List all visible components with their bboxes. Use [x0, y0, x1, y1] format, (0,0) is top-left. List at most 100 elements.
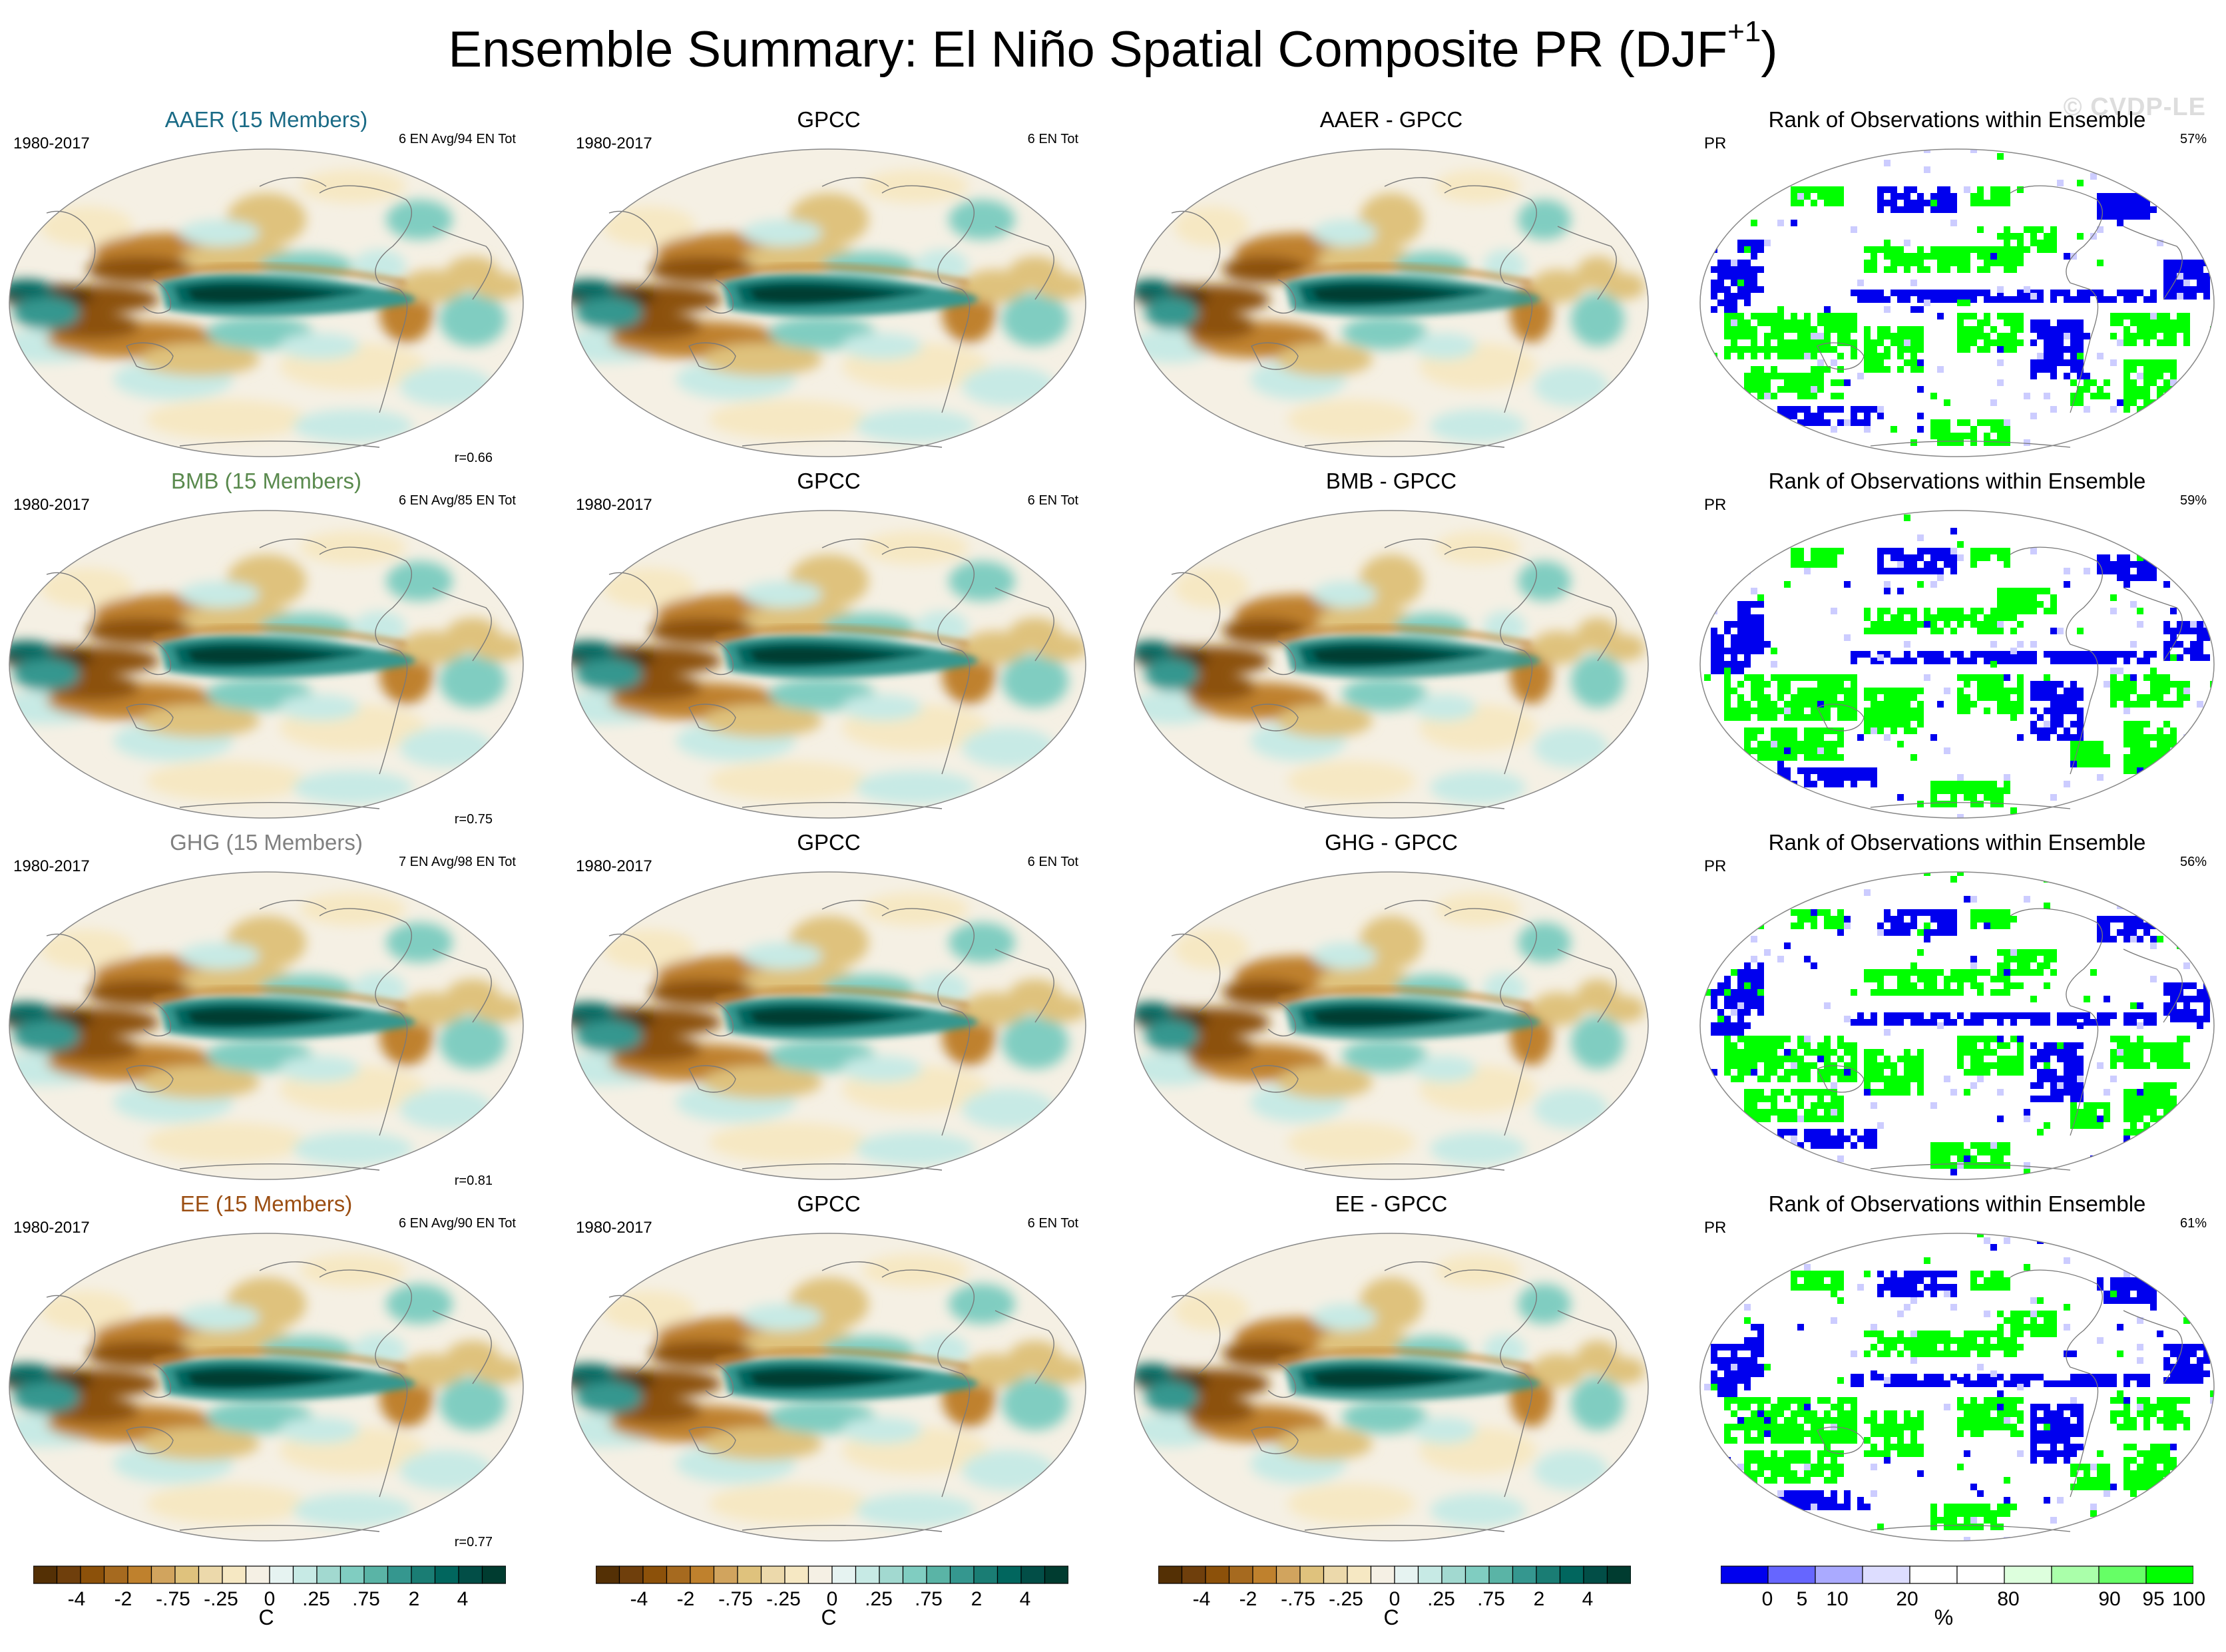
colorbar-tick-label: -.25	[1329, 1588, 1363, 1610]
coastlines	[608, 900, 1054, 1171]
colorbar-unit: C	[1383, 1605, 1399, 1629]
colorbar-swatch	[737, 1565, 762, 1584]
colorbar-swatch	[174, 1565, 200, 1584]
colorbar-tick-label: 0	[264, 1588, 276, 1610]
anomaly-field	[1134, 872, 1648, 1179]
colorbar-swatch	[1720, 1565, 1769, 1584]
panel-obs-row-2: GPCC 1980-2017 6 EN Tot	[562, 468, 1095, 827]
colorbar-swatch	[2051, 1565, 2100, 1584]
panel-diff-row-2: BMB - GPCC	[1125, 468, 1658, 827]
colorbar-precip-1: -4 -2 -.75 -.25 0 .25 .75 2 4 C	[33, 1565, 507, 1645]
panel-model-row-3: GHG (15 Members) 1980-2017 7 EN Avg/98 EN …	[0, 829, 533, 1189]
anomaly-field	[9, 1233, 523, 1541]
event-count-label: 6 EN Tot	[1027, 493, 1078, 508]
pattern-correlation-label: r=0.81	[454, 1173, 493, 1188]
anomaly-map	[9, 871, 524, 1180]
colorbar-swatch	[879, 1565, 904, 1584]
colorbar-swatch	[434, 1565, 459, 1584]
panel-model-row-1: AAER (15 Members) 1980-2017 6 EN Avg/94 EN…	[0, 106, 533, 466]
event-count-label: 6 EN Tot	[1027, 132, 1078, 146]
anomaly-field	[572, 511, 1086, 818]
coastlines	[1817, 185, 2183, 448]
coastlines	[1171, 538, 1617, 809]
coastlines	[1817, 908, 2183, 1171]
colorbar-tick-label: .75	[1477, 1588, 1505, 1610]
map-outline	[571, 1233, 1086, 1542]
anomaly-map	[9, 148, 524, 457]
map-outline	[1699, 1233, 2215, 1542]
colorbar-swatch	[363, 1565, 389, 1584]
colorbar-swatch	[269, 1565, 294, 1584]
colorbar-swatch	[1512, 1565, 1537, 1584]
event-count-label: 6 EN Tot	[1027, 855, 1078, 869]
anomaly-map	[1134, 148, 1649, 457]
colorbar-unit: C	[821, 1605, 837, 1629]
panel-title: GHG - GPCC	[1325, 830, 1458, 855]
panel-diff-row-4: EE - GPCC	[1125, 1191, 1658, 1550]
coastlines	[46, 900, 492, 1171]
colorbar-swatch	[1862, 1565, 1910, 1584]
colorbar-swatch	[855, 1565, 880, 1584]
anomaly-map	[9, 1233, 524, 1542]
period-label: 1980-2017	[13, 496, 90, 514]
anomaly-field	[9, 511, 523, 818]
period-label: 1980-2017	[576, 496, 652, 514]
period-label: 1980-2017	[13, 857, 90, 875]
map-outline	[1134, 871, 1649, 1180]
colorbar-tick-label: -2	[676, 1588, 695, 1610]
colorbar-swatch	[1205, 1565, 1230, 1584]
colorbar-swatch	[1181, 1565, 1206, 1584]
coastlines	[1817, 546, 2183, 809]
panel-title: GPCC	[797, 830, 861, 855]
panel-title: BMB (15 Members)	[170, 469, 362, 493]
colorbar-swatch	[618, 1565, 644, 1584]
watermark-logo: © CVDP-LE	[2063, 93, 2206, 121]
pattern-correlation-label: r=0.77	[454, 1535, 493, 1549]
colorbar-tick-label: 4	[1582, 1588, 1594, 1610]
colorbar-swatch	[713, 1565, 738, 1584]
colorbar-swatch	[316, 1565, 341, 1584]
colorbar-tick-label: -4	[1192, 1588, 1211, 1610]
coastlines	[1171, 177, 1617, 448]
coastlines	[1171, 1261, 1617, 1532]
colorbar-tick-label: -.75	[718, 1588, 753, 1610]
colorbar-swatch	[245, 1565, 270, 1584]
colorbar-tick-label: 10	[1826, 1588, 1849, 1610]
map-outline	[571, 148, 1086, 457]
map-outline	[571, 871, 1086, 1180]
panel-title: AAER - GPCC	[1319, 107, 1463, 132]
colorbar-swatch	[760, 1565, 785, 1584]
map-outline	[1699, 148, 2215, 457]
colorbar-swatch	[56, 1565, 81, 1584]
panel-title: Rank of Observations within Ensemble	[1768, 830, 2146, 855]
colorbar-swatch	[1583, 1565, 1608, 1584]
panel-diff-row-1: AAER - GPCC	[1125, 106, 1658, 466]
anomaly-field	[572, 149, 1086, 457]
anomaly-map	[1134, 1233, 1649, 1542]
colorbar-swatch	[2004, 1565, 2052, 1584]
colorbar-unit: %	[1934, 1605, 1954, 1629]
colorbar-tick-label: 4	[1019, 1588, 1031, 1610]
period-label: 1980-2017	[576, 134, 652, 152]
colorbar-rank-4: 0 5 10 20 80 90 95 100%	[1720, 1565, 2205, 1645]
panel-diff-row-3: GHG - GPCC	[1125, 829, 1658, 1189]
panel-obs-row-3: GPCC 1980-2017 6 EN Tot	[562, 829, 1095, 1189]
colorbar-tick-label: 0	[1761, 1588, 1773, 1610]
coastlines	[46, 538, 492, 809]
colorbar-swatch	[690, 1565, 715, 1584]
panel-title: BMB - GPCC	[1325, 469, 1457, 493]
colorbar-tick-label: -.25	[766, 1588, 801, 1610]
panel-title: EE - GPCC	[1335, 1191, 1448, 1216]
percent-label: 61%	[2179, 1216, 2207, 1231]
anomaly-map	[571, 1233, 1086, 1542]
colorbar-tick-label: .25	[865, 1588, 893, 1610]
anomaly-map	[571, 871, 1086, 1180]
variable-label: PR	[1704, 496, 1727, 514]
colorbar-swatch	[973, 1565, 999, 1584]
panel-title: GPCC	[797, 1191, 861, 1216]
map-outline	[1699, 510, 2215, 819]
rank-map	[1699, 1233, 2215, 1542]
panel-obs-row-4: GPCC 1980-2017 6 EN Tot	[562, 1191, 1095, 1550]
colorbar-swatch	[411, 1565, 436, 1584]
panel-rank-row-4: Rank of Observations within Ensemble PR 61…	[1691, 1191, 2223, 1550]
